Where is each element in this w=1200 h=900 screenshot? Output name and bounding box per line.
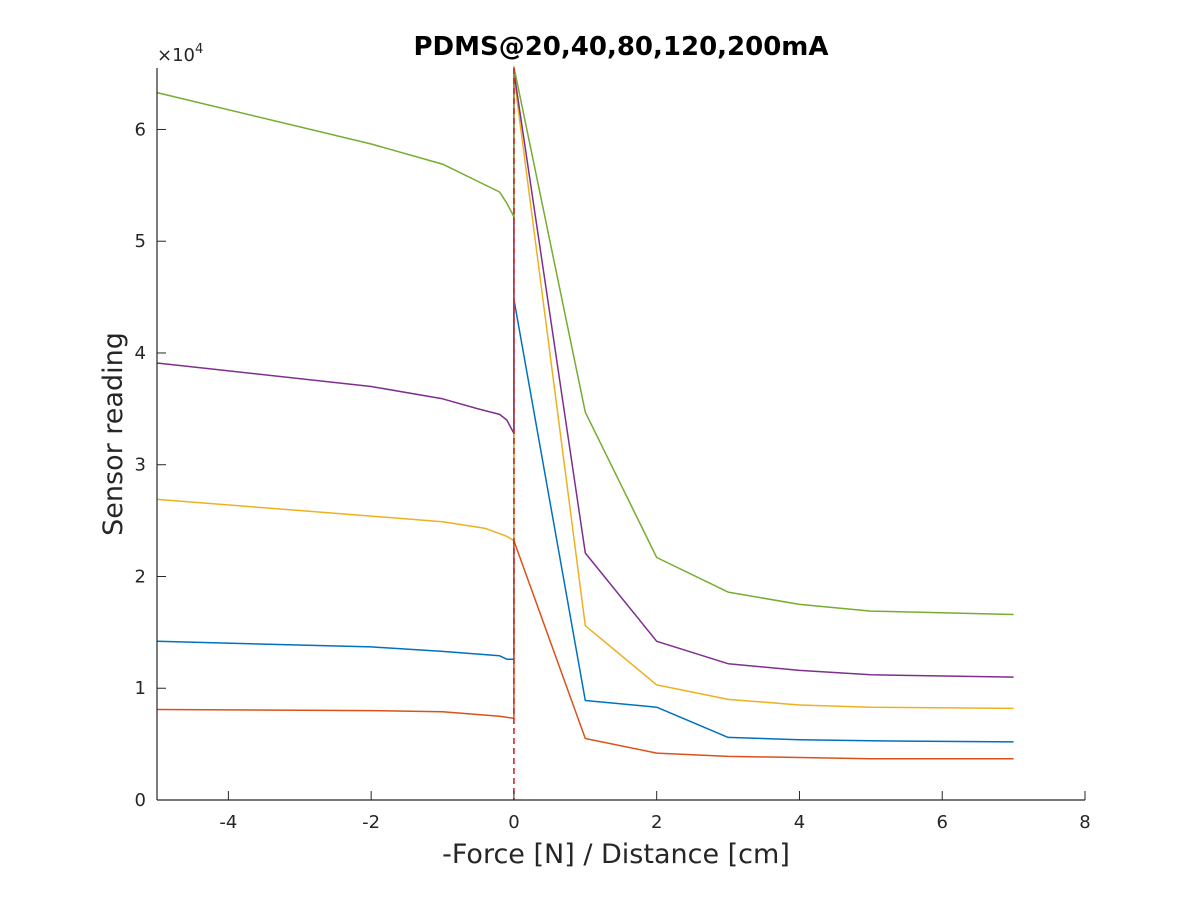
y-ticks: 0 1 2 3 4 5 6 <box>135 119 166 811</box>
y-axis-exponent-power: 4 <box>195 42 203 57</box>
x-tick-label: 6 <box>937 812 948 833</box>
series-line-3 <box>156 75 1014 710</box>
y-tick-label: 1 <box>135 678 146 699</box>
y-tick-label: 3 <box>135 455 146 476</box>
x-axis-label: -Force [N] / Distance [cm] <box>442 839 790 870</box>
y-tick-label: 5 <box>135 231 146 252</box>
series-line-5 <box>156 66 1014 616</box>
x-tick-label: 0 <box>508 812 519 833</box>
x-tick-label: -2 <box>362 812 380 833</box>
axes-layer <box>156 68 1085 801</box>
series-layer <box>156 66 1014 760</box>
x-tick-label: 4 <box>794 812 805 833</box>
x-tick-label: 2 <box>651 812 662 833</box>
y-tick-label: 0 <box>135 790 146 811</box>
y-tick-label: 4 <box>135 343 146 364</box>
x-tick-label: 8 <box>1079 812 1090 833</box>
chart-title: PDMS@20,40,80,120,200mA <box>413 32 828 62</box>
series-line-4 <box>156 70 1014 678</box>
y-axis-exponent-base: ×10 <box>157 45 195 66</box>
y-axis-exponent: ×104 <box>157 42 203 66</box>
series-line-2 <box>156 539 1014 760</box>
x-tick-label: -4 <box>219 812 237 833</box>
y-tick-label: 6 <box>135 119 146 140</box>
x-ticks: -4 -2 0 2 4 6 8 <box>219 791 1091 833</box>
y-axis-label: Sensor reading <box>98 332 129 536</box>
y-tick-label: 2 <box>135 566 146 587</box>
